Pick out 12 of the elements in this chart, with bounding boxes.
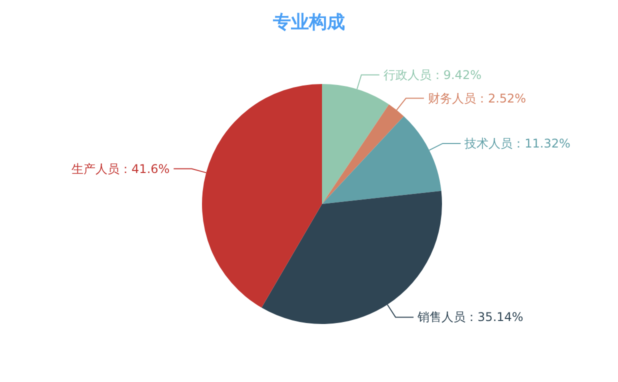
chart-title: 专业构成 [272,11,346,34]
data-label: ：41.6% [120,162,170,176]
data-label: ：2.52% [476,91,526,106]
data-label: ：35.14% [466,310,524,324]
data-label: ：11.32% [512,136,570,150]
slice-label: 技术人员 [464,136,513,150]
data-label: ：9.42% [431,68,482,82]
slice-label: 销售人员 [416,310,466,324]
slice-label: 行政人员 [383,68,432,82]
slice-label: 生产人员 [72,162,120,176]
slice-label: 财务人员 [428,91,476,106]
pie-slice [262,190,442,324]
